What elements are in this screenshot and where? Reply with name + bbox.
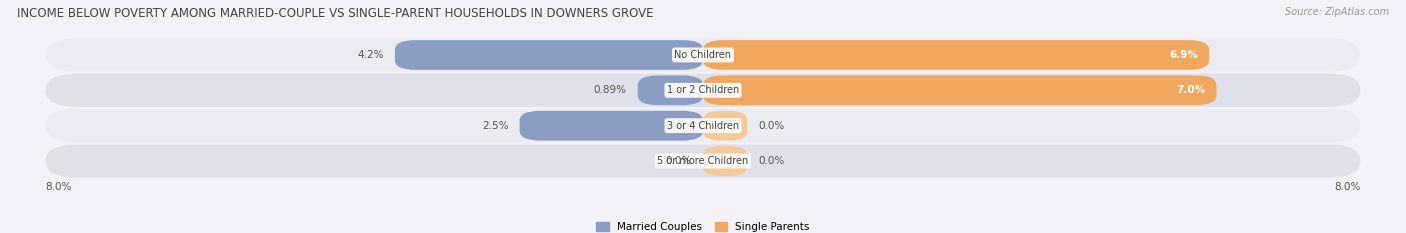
Text: 6.9%: 6.9% [1170,50,1198,60]
Text: 0.0%: 0.0% [758,121,785,131]
Text: 1 or 2 Children: 1 or 2 Children [666,85,740,95]
FancyBboxPatch shape [703,146,747,176]
Text: Source: ZipAtlas.com: Source: ZipAtlas.com [1285,7,1389,17]
FancyBboxPatch shape [46,144,1360,178]
Text: 5 or more Children: 5 or more Children [658,156,748,166]
FancyBboxPatch shape [703,40,1209,70]
FancyBboxPatch shape [46,74,1360,107]
FancyBboxPatch shape [703,75,1216,105]
FancyBboxPatch shape [638,75,703,105]
Text: 8.0%: 8.0% [46,182,72,192]
Text: 7.0%: 7.0% [1177,85,1205,95]
FancyBboxPatch shape [46,109,1360,142]
Text: 0.89%: 0.89% [593,85,627,95]
Text: INCOME BELOW POVERTY AMONG MARRIED-COUPLE VS SINGLE-PARENT HOUSEHOLDS IN DOWNERS: INCOME BELOW POVERTY AMONG MARRIED-COUPL… [17,7,654,20]
FancyBboxPatch shape [46,38,1360,72]
Text: 4.2%: 4.2% [357,50,384,60]
Text: 3 or 4 Children: 3 or 4 Children [666,121,740,131]
Text: 2.5%: 2.5% [482,121,509,131]
FancyBboxPatch shape [520,111,703,140]
Text: 0.0%: 0.0% [758,156,785,166]
Text: 0.0%: 0.0% [666,156,692,166]
FancyBboxPatch shape [703,111,747,140]
Text: No Children: No Children [675,50,731,60]
Text: 8.0%: 8.0% [1334,182,1360,192]
Legend: Married Couples, Single Parents: Married Couples, Single Parents [596,222,810,232]
FancyBboxPatch shape [395,40,703,70]
